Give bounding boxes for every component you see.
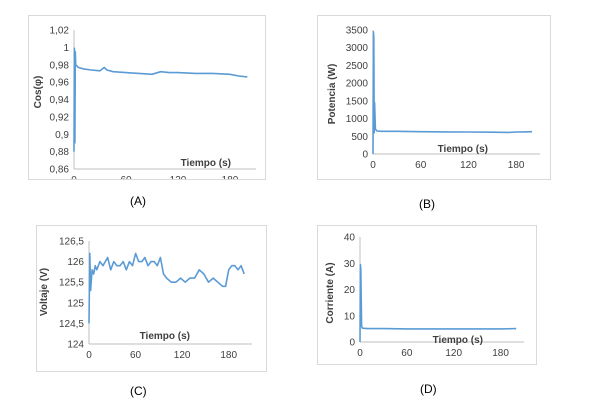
y-axis-label: Corriente (A) <box>325 262 336 323</box>
x-tick-label: 120 <box>445 348 462 359</box>
caption-a: (A) <box>130 194 146 208</box>
y-tick-label: 20 <box>344 285 356 296</box>
x-tick-label: 120 <box>460 160 477 171</box>
chart-svg-a: 0,86 0,88 0,9 0,92 0,94 0,96 0,98 1 1,02 0 60 120 18… <box>33 26 256 186</box>
x-tick-label: 0 <box>370 160 376 171</box>
series-line <box>73 47 248 152</box>
x-tick-label: 60 <box>415 160 427 171</box>
x-axis-label: Tiempo (s) <box>181 158 231 169</box>
x-tick-label: 180 <box>220 350 237 361</box>
y-tick-label: 0 <box>349 338 355 349</box>
y-tick-label: 124,5 <box>59 319 84 330</box>
y-tick-label: 10 <box>344 311 356 322</box>
y-tick-label: 30 <box>344 259 356 270</box>
y-tick-label: 0 <box>362 150 368 161</box>
y-tick-label: 3000 <box>346 43 369 54</box>
y-tick-label: 0,96 <box>50 78 70 89</box>
x-axis-label: Tiempo (s) <box>433 335 483 346</box>
y-tick-label: 0,86 <box>50 165 70 176</box>
x-tick-label: 60 <box>130 350 142 361</box>
caption-c: (C) <box>130 384 147 398</box>
chart-svg-c: 124 124,5 125 125,5 126 126,5 0 60 120 180 Tiempo … <box>39 237 252 361</box>
series-line <box>372 31 533 155</box>
y-tick-label: 500 <box>351 132 368 143</box>
y-axis-label: Voltaje (V) <box>39 268 50 316</box>
x-tick-label: 180 <box>222 175 239 179</box>
chart-panel-c: 124 124,5 125 125,5 126 126,5 0 60 120 180 Tiempo … <box>36 225 267 372</box>
x-tick-label: 180 <box>508 160 525 171</box>
caption-b: (B) <box>419 197 435 211</box>
y-tick-label: 125,5 <box>59 278 84 289</box>
caption-d: (D) <box>420 382 437 396</box>
x-tick-label: 180 <box>492 348 509 359</box>
y-tick-label: 2000 <box>346 79 369 90</box>
y-tick-label: 1500 <box>346 96 369 107</box>
y-tick-label: 0,9 <box>55 130 69 141</box>
y-tick-label: 0,98 <box>50 60 70 71</box>
y-tick-label: 2500 <box>346 61 369 72</box>
y-tick-label: 126 <box>67 257 84 268</box>
y-tick-label: 1000 <box>346 114 369 125</box>
x-tick-label: 60 <box>401 348 413 359</box>
y-tick-label: 3500 <box>346 26 369 37</box>
y-tick-label: 40 <box>344 233 356 244</box>
y-tick-label: 0,94 <box>50 95 70 106</box>
y-tick-label: 0,92 <box>50 112 70 123</box>
series-line <box>359 263 517 343</box>
chart-svg-d: 0 10 20 30 40 0 60 120 180 Tiempo (s) Corriente (A… <box>325 233 524 359</box>
y-tick-label: 1 <box>63 43 69 54</box>
y-tick-label: 0,88 <box>50 147 70 158</box>
y-tick-label: 125 <box>67 298 84 309</box>
x-tick-label: 60 <box>120 175 132 179</box>
x-axis-label: Tiempo (s) <box>140 331 190 342</box>
x-tick-label: 120 <box>174 350 191 361</box>
y-axis-label: Potencia (W) <box>327 64 338 125</box>
y-tick-label: 126,5 <box>59 237 84 248</box>
x-axis-label: Tiempo (s) <box>438 144 488 155</box>
x-tick-label: 0 <box>71 175 77 179</box>
x-tick-label: 120 <box>170 175 187 179</box>
chart-panel-b: 0 500 1000 1500 2000 2500 3000 3500 0 60 120 180 Tie… <box>317 15 551 180</box>
chart-svg-b: 0 500 1000 1500 2000 2500 3000 3500 0 60 120 180 Tie… <box>327 26 540 171</box>
series-line <box>88 252 245 324</box>
chart-panel-a: 0,86 0,88 0,9 0,92 0,94 0,96 0,98 1 1,02 0 60 120 18… <box>28 15 266 186</box>
y-tick-label: 124 <box>67 340 84 351</box>
x-tick-label: 0 <box>86 350 92 361</box>
x-tick-label: 0 <box>357 348 363 359</box>
y-tick-label: 1,02 <box>50 26 70 37</box>
chart-panel-d: 0 10 20 30 40 0 60 120 180 Tiempo (s) Corriente (A… <box>317 225 537 365</box>
y-axis-label: Cos(φ) <box>33 76 44 109</box>
